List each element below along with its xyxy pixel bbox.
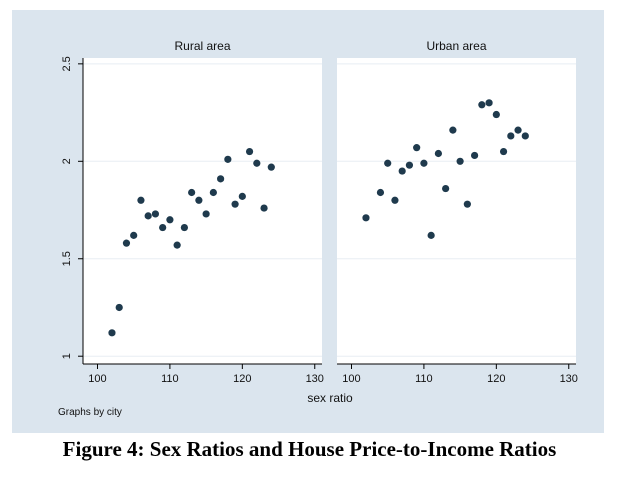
graphs-by-note: Graphs by city [58, 407, 122, 418]
plot-area [337, 58, 576, 364]
data-point [413, 144, 421, 152]
x-tick-label: 110 [161, 373, 179, 385]
data-point [224, 155, 232, 163]
data-point [405, 161, 414, 169]
x-tick-label: 110 [415, 373, 433, 385]
data-point [384, 159, 392, 167]
y-tick-label: 1.5 [61, 251, 73, 266]
panel-urban-area: Urban area 100 110 120 130 [337, 36, 578, 385]
data-point [108, 329, 116, 337]
panel-rural-area: Rural area 100 110 120 130 1 1.5 2 2.5 [61, 36, 324, 385]
data-point [478, 101, 486, 109]
data-point [122, 239, 131, 247]
data-point [238, 192, 246, 200]
data-point [499, 147, 508, 156]
x-tick-label: 130 [306, 373, 324, 385]
data-point [391, 196, 399, 204]
data-point [398, 167, 406, 175]
data-point [471, 151, 479, 160]
data-point [521, 132, 529, 140]
y-tick-label: 1 [61, 353, 73, 359]
data-point [217, 175, 225, 183]
data-point [253, 159, 261, 167]
x-tick-label: 120 [487, 373, 505, 385]
data-point [166, 216, 174, 224]
data-point [267, 163, 275, 171]
data-point [245, 147, 254, 156]
plot-area [83, 58, 322, 364]
data-point [180, 223, 188, 232]
data-point [427, 231, 435, 239]
x-tick-label: 130 [560, 373, 578, 385]
y-tick-label: 2.5 [61, 56, 73, 71]
panel-title: Rural area [174, 39, 230, 53]
data-point [362, 214, 370, 222]
data-point [492, 110, 500, 119]
x-tick-label: 100 [342, 373, 360, 385]
data-point [159, 223, 167, 232]
data-point [231, 200, 239, 208]
y-tick-label: 2 [61, 158, 73, 164]
data-point [456, 157, 464, 165]
data-point [130, 231, 138, 239]
panel-strip [83, 36, 322, 56]
figure-caption: Figure 4: Sex Ratios and House Price-to-… [62, 437, 557, 461]
data-point [514, 126, 522, 134]
x-axis-title: sex ratio [307, 391, 353, 405]
data-point [151, 210, 160, 218]
data-point [260, 204, 268, 212]
data-point [209, 188, 217, 197]
chart-figure: Rural area 100 110 120 130 1 1.5 2 2.5 Urban area… [12, 10, 604, 433]
data-point [463, 200, 471, 208]
panel-title: Urban area [426, 39, 486, 53]
data-point [485, 99, 493, 107]
data-point [195, 196, 203, 204]
x-tick-label: 120 [233, 373, 251, 385]
data-point [449, 126, 457, 134]
data-point [420, 159, 428, 167]
data-point [137, 196, 145, 204]
data-point [188, 188, 196, 197]
data-point [442, 184, 450, 193]
data-point [376, 188, 385, 197]
panel-strip [337, 36, 576, 56]
data-point [115, 303, 123, 312]
data-point [173, 241, 181, 249]
data-point [507, 132, 515, 140]
data-point [144, 212, 152, 220]
x-tick-label: 100 [88, 373, 106, 385]
data-point [202, 210, 210, 218]
data-point [434, 149, 442, 158]
